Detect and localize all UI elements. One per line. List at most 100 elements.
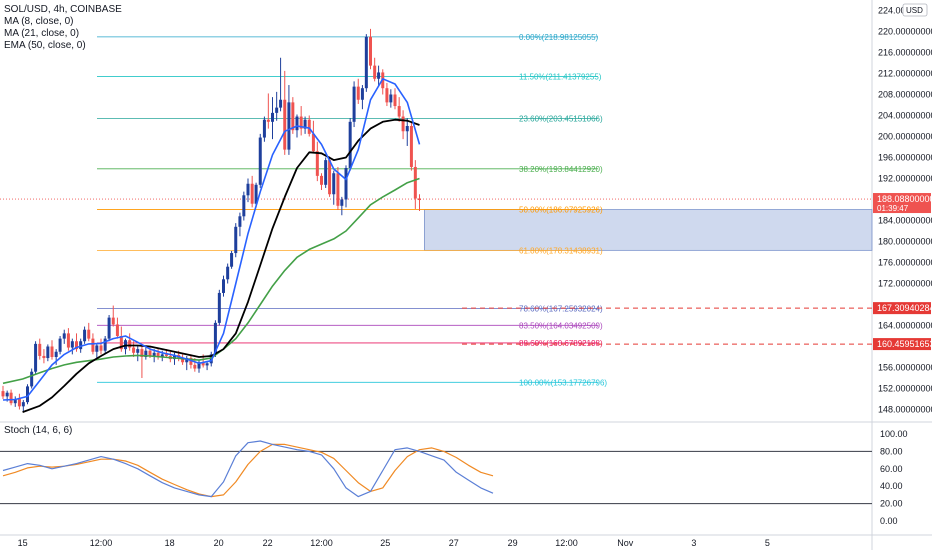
candle xyxy=(70,338,74,355)
candle xyxy=(401,110,405,140)
candle-body xyxy=(26,386,29,403)
candle-body xyxy=(156,352,160,357)
candle-body xyxy=(385,88,389,103)
candle-body xyxy=(275,107,279,113)
candle-body xyxy=(201,362,205,366)
candle xyxy=(283,70,287,155)
candle-body xyxy=(185,358,189,363)
candle-body xyxy=(250,183,254,204)
price-tick-label: 224.00 xyxy=(878,6,906,16)
price-badge-label: 160.45951653 xyxy=(877,339,932,349)
candle-body xyxy=(413,166,417,199)
time-tick-label: 18 xyxy=(165,538,175,548)
price-tick-label: 212.00000000 xyxy=(878,69,932,79)
candle xyxy=(66,328,70,351)
candle-body xyxy=(128,340,132,348)
candle xyxy=(266,93,270,129)
price-tick-label: 208.00000000 xyxy=(878,90,932,100)
price-tick-label: 220.00000000 xyxy=(878,27,932,37)
candle-body xyxy=(152,352,156,356)
candle-body xyxy=(34,343,38,372)
candle xyxy=(315,141,319,182)
candle xyxy=(311,120,315,154)
time-tick-label: 25 xyxy=(380,538,390,548)
candle-body xyxy=(311,133,315,152)
stoch-label: Stoch (14, 6, 6) xyxy=(4,425,73,436)
candle xyxy=(344,165,348,208)
candle-body xyxy=(303,119,307,129)
candle-body xyxy=(222,279,225,293)
price-badge xyxy=(873,302,931,315)
price-tick-label: 200.00000000 xyxy=(878,132,932,142)
candle xyxy=(30,368,34,389)
fib-level-label: 100.00%(153.17726796) xyxy=(519,378,607,387)
candle-body xyxy=(409,126,413,167)
candle xyxy=(144,347,148,360)
candle-body xyxy=(50,346,54,357)
candle xyxy=(364,34,368,92)
candle-body xyxy=(83,329,87,342)
candle xyxy=(95,343,99,359)
candle xyxy=(34,341,38,374)
candle xyxy=(1,385,5,399)
candle xyxy=(397,97,401,122)
candle-body xyxy=(307,119,311,134)
candle xyxy=(50,340,54,360)
candle-body xyxy=(295,116,299,131)
price-tick-label: 180.00000000 xyxy=(878,237,932,247)
price-tick-label: 164.00000000 xyxy=(878,321,932,331)
candle-body xyxy=(364,36,368,89)
candle xyxy=(58,336,62,355)
candle xyxy=(307,115,311,137)
candle-body xyxy=(189,358,193,365)
candle-body xyxy=(352,86,356,122)
candle xyxy=(348,118,352,171)
candle xyxy=(234,223,238,258)
fib-level-label: 23.60%(203.45151066) xyxy=(519,114,603,123)
stoch-tick-label: 80.00 xyxy=(880,446,903,456)
price-badge-countdown: 01:39:47 xyxy=(877,204,909,213)
candle-body xyxy=(197,362,201,369)
candle-body xyxy=(5,392,9,397)
candle xyxy=(42,349,46,364)
candle-body xyxy=(226,266,230,280)
price-tick-label: 152.00000000 xyxy=(878,384,932,394)
indicator-ema50-label: EMA (50, close, 0) xyxy=(4,40,86,51)
candle xyxy=(75,333,78,352)
indicator-ma8-label: MA (8, close, 0) xyxy=(4,16,74,27)
candle-body xyxy=(389,94,393,103)
candle-body xyxy=(111,317,115,325)
time-tick-label: 15 xyxy=(18,538,28,548)
time-tick-label: 20 xyxy=(214,538,224,548)
candle-body xyxy=(181,358,185,363)
candle xyxy=(418,194,421,212)
price-tick-label: 192.00000000 xyxy=(878,174,932,184)
candle xyxy=(107,315,111,342)
price-badge-label: 167.30940284 xyxy=(877,303,932,313)
candle xyxy=(303,116,307,134)
candle xyxy=(238,212,242,237)
candle-body xyxy=(344,168,348,200)
candle-body xyxy=(238,216,242,227)
time-tick-label: 12:00 xyxy=(555,538,578,548)
candle xyxy=(62,329,66,344)
candle-body xyxy=(87,329,91,339)
candle xyxy=(9,389,13,406)
candle xyxy=(87,322,91,342)
candle-body xyxy=(75,341,78,350)
candle-body xyxy=(95,345,99,352)
candle-body xyxy=(336,173,340,206)
candle xyxy=(13,396,17,407)
candle xyxy=(242,191,246,221)
candle-body xyxy=(405,126,409,132)
candle xyxy=(352,81,356,128)
candle xyxy=(83,326,87,344)
stoch-tick-label: 0.00 xyxy=(880,516,898,526)
candle xyxy=(336,166,340,210)
price-tick-label: 216.00000000 xyxy=(878,48,932,58)
candle xyxy=(377,65,381,87)
candle-body xyxy=(9,392,13,404)
